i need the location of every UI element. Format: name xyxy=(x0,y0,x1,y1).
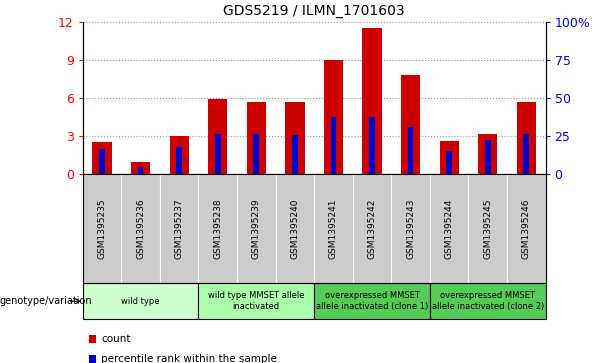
Text: GSM1395244: GSM1395244 xyxy=(444,199,454,259)
Text: wild type: wild type xyxy=(121,297,160,306)
Bar xyxy=(324,60,343,174)
Bar xyxy=(131,162,150,174)
Text: GSM1395245: GSM1395245 xyxy=(483,199,492,259)
Bar xyxy=(440,141,459,174)
Text: GSM1395238: GSM1395238 xyxy=(213,198,223,259)
Text: GSM1395239: GSM1395239 xyxy=(252,198,261,259)
Bar xyxy=(408,127,414,174)
Text: GSM1395243: GSM1395243 xyxy=(406,199,415,259)
Text: GSM1395236: GSM1395236 xyxy=(136,198,145,259)
Bar xyxy=(362,28,382,174)
Title: GDS5219 / ILMN_1701603: GDS5219 / ILMN_1701603 xyxy=(223,4,405,18)
Text: overexpressed MMSET
allele inactivated (clone 1): overexpressed MMSET allele inactivated (… xyxy=(316,291,428,311)
Bar xyxy=(99,149,105,174)
Bar xyxy=(253,134,259,174)
Bar xyxy=(524,134,529,174)
Text: overexpressed MMSET
allele inactivated (clone 2): overexpressed MMSET allele inactivated (… xyxy=(432,291,544,311)
Text: wild type MMSET allele
inactivated: wild type MMSET allele inactivated xyxy=(208,291,305,311)
Bar xyxy=(446,151,452,174)
Text: GSM1395235: GSM1395235 xyxy=(97,198,107,259)
Bar xyxy=(330,117,337,174)
Bar xyxy=(138,167,143,174)
Text: count: count xyxy=(101,334,131,344)
Bar xyxy=(478,134,497,174)
Bar xyxy=(246,102,266,174)
Bar xyxy=(285,102,305,174)
Text: GSM1395240: GSM1395240 xyxy=(291,199,299,259)
Bar xyxy=(292,135,298,174)
Text: GSM1395242: GSM1395242 xyxy=(368,199,376,259)
Bar xyxy=(401,75,421,174)
Bar xyxy=(517,102,536,174)
Text: GSM1395246: GSM1395246 xyxy=(522,199,531,259)
Bar xyxy=(170,136,189,174)
Text: genotype/variation: genotype/variation xyxy=(0,296,93,306)
Bar xyxy=(93,142,112,174)
Bar xyxy=(177,147,182,174)
Bar xyxy=(215,134,221,174)
Bar xyxy=(369,117,375,174)
Text: GSM1395241: GSM1395241 xyxy=(329,199,338,259)
Text: percentile rank within the sample: percentile rank within the sample xyxy=(101,354,277,363)
Bar xyxy=(208,99,227,174)
Text: GSM1395237: GSM1395237 xyxy=(175,198,184,259)
Bar xyxy=(485,140,490,174)
